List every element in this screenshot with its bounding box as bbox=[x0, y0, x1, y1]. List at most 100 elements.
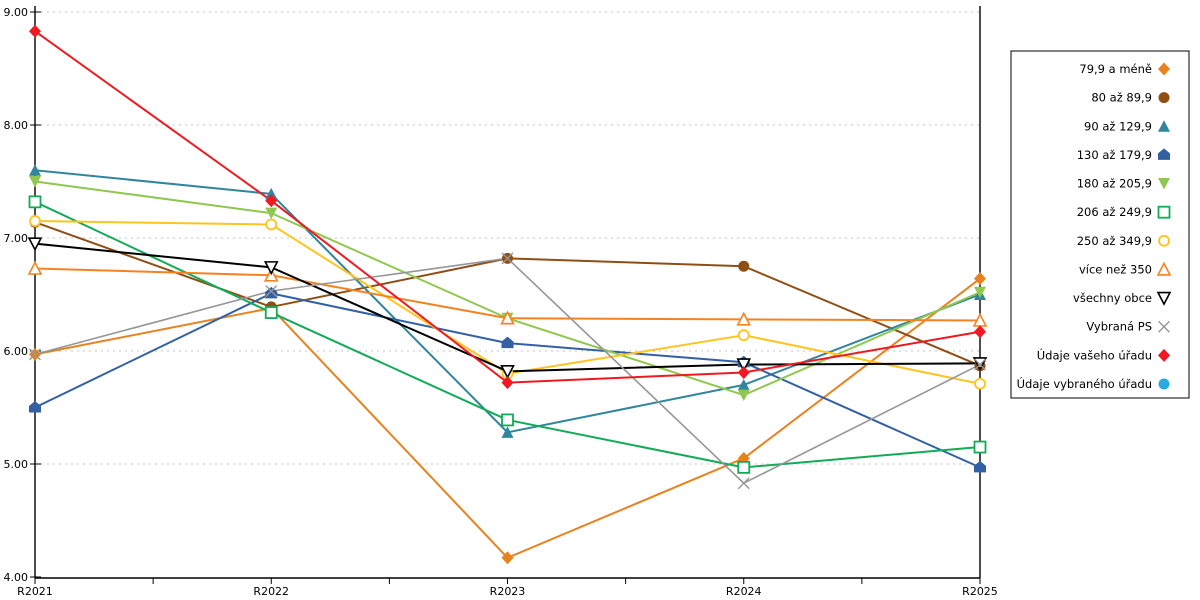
gridlines bbox=[35, 11, 980, 465]
legend-label: Vybraná PS bbox=[1086, 320, 1152, 334]
series-line-250-a-349-9 bbox=[34, 220, 981, 385]
marker-triangle-up-open-icon bbox=[27, 260, 43, 275]
marker-triangle-down-icon bbox=[974, 286, 986, 299]
marker-x-icon bbox=[265, 285, 278, 298]
legend-label: 206 až 249,9 bbox=[1077, 205, 1152, 219]
marker-circle-open-icon bbox=[974, 377, 986, 390]
legend-label: 80 až 89,9 bbox=[1091, 91, 1152, 105]
x-tick-label: R2023 bbox=[490, 585, 526, 598]
marker-x-icon bbox=[1158, 320, 1170, 333]
marker-diamond-icon bbox=[1158, 348, 1170, 362]
marker-triangle-down-open-icon bbox=[500, 365, 515, 380]
legend-item-206-a-249-9: 206 až 249,9 bbox=[1077, 205, 1171, 219]
marker-square-open-icon bbox=[1157, 205, 1171, 219]
legend-item-90-a-129-9: 90 až 129,9 bbox=[1084, 119, 1170, 133]
marker-triangle-up-open-icon bbox=[500, 310, 515, 325]
marker-square-open-icon bbox=[737, 460, 751, 474]
marker-x-icon bbox=[501, 252, 514, 265]
legend-item-79-9-a-m-n: 79,9 a méně bbox=[1079, 62, 1170, 76]
legend-label: 130 až 179,9 bbox=[1077, 148, 1152, 162]
marker-triangle-up-icon bbox=[501, 426, 514, 438]
marker-circle-open-icon bbox=[265, 218, 278, 231]
marker-pentagon-icon bbox=[265, 286, 278, 299]
marker-triangle-down-icon bbox=[265, 207, 278, 220]
marker-diamond-icon bbox=[29, 24, 41, 38]
legend: 79,9 a méně 80 až 89,9 90 až 129,9 130 až 1… bbox=[1010, 50, 1190, 399]
x-tick-label: R2022 bbox=[253, 585, 289, 598]
legend-item-daje-vybran-ho-adu: Údaje vybraného úřadu bbox=[1017, 376, 1170, 391]
marker-square-open-icon bbox=[264, 306, 278, 319]
legend-item-daje-va-eho-adu: Údaje vašeho úřadu bbox=[1037, 347, 1170, 362]
legend-label: 90 až 129,9 bbox=[1084, 119, 1152, 133]
legend-label: 180 až 205,9 bbox=[1077, 177, 1152, 191]
legend-item-v-ce-ne-350: více než 350 bbox=[1079, 261, 1172, 276]
legend-label: více než 350 bbox=[1079, 262, 1152, 276]
legend-box bbox=[1010, 50, 1190, 399]
marker-square-open-icon bbox=[501, 413, 514, 427]
marker-pentagon-icon bbox=[29, 401, 41, 413]
legend-label: Údaje vybraného úřadu bbox=[1017, 376, 1152, 391]
marker-circle-open-icon bbox=[1158, 234, 1170, 247]
marker-circle-open-icon bbox=[737, 329, 750, 342]
marker-pentagon-icon bbox=[1158, 148, 1170, 160]
marker-diamond-icon bbox=[974, 325, 986, 339]
marker-circle-icon bbox=[738, 260, 750, 272]
series-lines bbox=[34, 30, 981, 559]
x-tick-label: R2021 bbox=[17, 585, 53, 598]
axes bbox=[34, 6, 981, 579]
marker-diamond-icon bbox=[737, 365, 750, 379]
x-tick-label: R2024 bbox=[726, 585, 762, 598]
marker-triangle-up-open-icon bbox=[736, 311, 752, 326]
marker-diamond-icon bbox=[974, 272, 986, 286]
marker-triangle-down-open-icon bbox=[263, 261, 279, 276]
marker-triangle-up-open-icon bbox=[1156, 261, 1172, 276]
y-tick-label: 5.00 bbox=[4, 458, 29, 471]
y-tick-label: 7.00 bbox=[4, 232, 29, 245]
legend-item-v-echny-obce: všechny obce bbox=[1073, 291, 1172, 306]
legend-item-250-a-349-9: 250 až 349,9 bbox=[1077, 234, 1170, 248]
x-axis: R2021 R2022 R2023 R2024 R2025 bbox=[17, 578, 998, 598]
y-tick-label: 9.00 bbox=[4, 6, 29, 19]
legend-label: všechny obce bbox=[1073, 291, 1152, 305]
marker-triangle-up-icon bbox=[737, 378, 750, 391]
marker-triangle-down-open-icon bbox=[27, 237, 43, 252]
marker-diamond-icon bbox=[1158, 62, 1170, 76]
marker-triangle-down-icon bbox=[29, 176, 41, 188]
y-tick-label: 4.00 bbox=[4, 571, 29, 584]
legend-item-80-a-89-9: 80 až 89,9 bbox=[1091, 91, 1170, 105]
legend-item-130-a-179-9: 130 až 179,9 bbox=[1077, 148, 1170, 162]
marker-diamond-icon bbox=[265, 194, 278, 208]
marker-triangle-up-icon bbox=[265, 187, 278, 200]
marker-triangle-down-icon bbox=[1158, 178, 1170, 190]
marker-triangle-up-icon bbox=[29, 164, 41, 176]
marker-circle-open-icon bbox=[29, 215, 41, 227]
series-markers bbox=[27, 24, 988, 565]
y-tick-label: 8.00 bbox=[4, 119, 29, 132]
legend-label: Údaje vašeho úřadu bbox=[1037, 347, 1152, 362]
marker-x-icon bbox=[974, 358, 986, 371]
marker-triangle-down-icon bbox=[737, 389, 750, 402]
marker-circle-icon bbox=[1158, 92, 1170, 104]
x-tick-label: R2025 bbox=[962, 585, 998, 598]
marker-circle-icon bbox=[1158, 378, 1170, 390]
marker-x-icon bbox=[29, 348, 41, 361]
marker-square-open-icon bbox=[28, 195, 42, 209]
series-line-180-a-205-9 bbox=[34, 180, 981, 397]
marker-x-icon bbox=[737, 477, 750, 490]
legend-item-180-a-205-9: 180 až 205,9 bbox=[1077, 177, 1170, 191]
marker-diamond-icon bbox=[501, 551, 514, 565]
marker-pentagon-icon bbox=[501, 336, 514, 349]
marker-triangle-down-open-icon bbox=[1156, 291, 1172, 306]
series-line-90-a-129-9 bbox=[34, 169, 981, 434]
legend-item-vybran-ps: Vybraná PS bbox=[1086, 320, 1170, 334]
marker-triangle-up-icon bbox=[1158, 120, 1170, 132]
series-line-daje-va-eho-adu bbox=[34, 30, 981, 384]
legend-label: 79,9 a méně bbox=[1079, 62, 1152, 76]
marker-pentagon-icon bbox=[974, 460, 986, 473]
legend-label: 250 až 349,9 bbox=[1077, 234, 1152, 248]
marker-triangle-down-open-icon bbox=[736, 358, 752, 373]
marker-diamond-icon bbox=[501, 376, 514, 390]
y-tick-label: 6.00 bbox=[4, 345, 29, 358]
